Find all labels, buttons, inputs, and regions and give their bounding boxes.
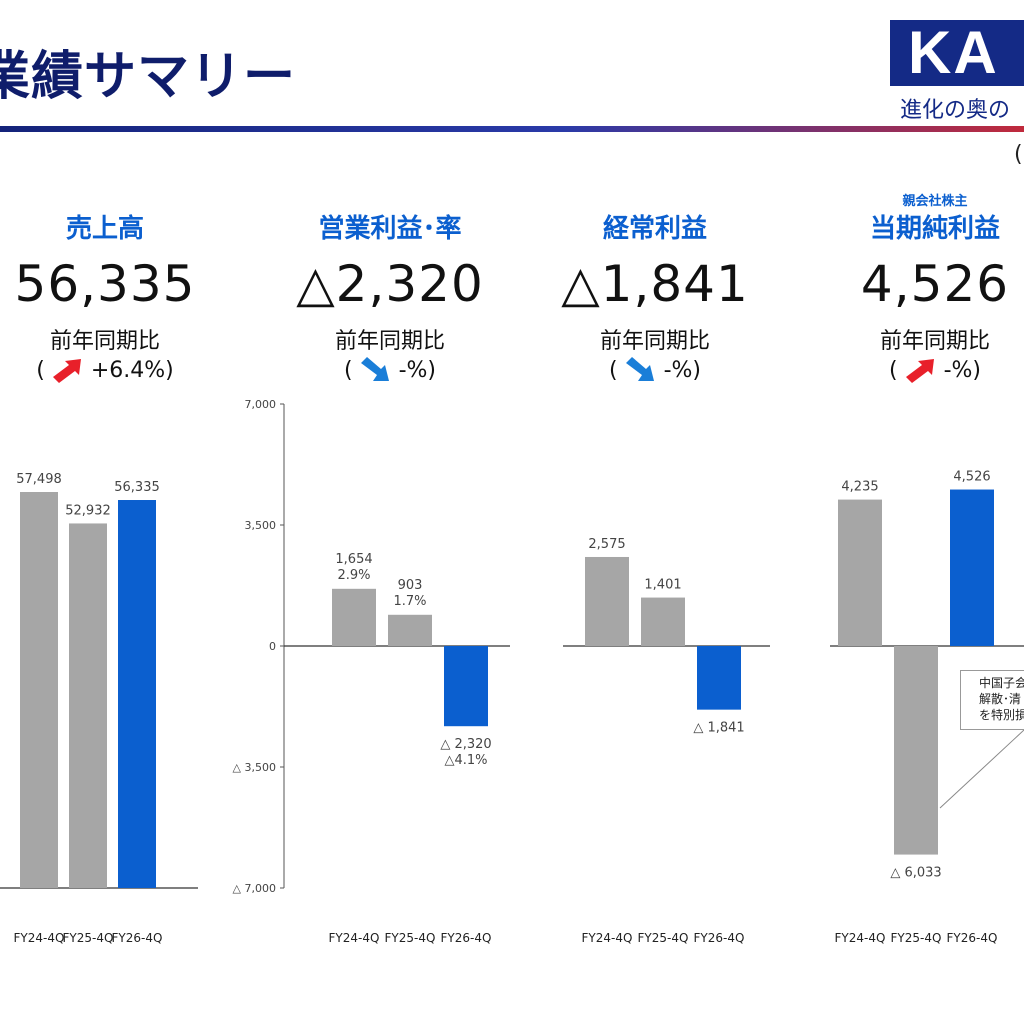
bar	[388, 614, 432, 646]
y-tick-label: 0	[269, 640, 276, 653]
kpi-value: 4,526	[860, 255, 1010, 313]
kpi-change-open: (	[36, 357, 45, 383]
y-tick-label: 3,500	[245, 519, 277, 532]
bar	[894, 646, 938, 855]
kpi-label: 当期純利益	[869, 214, 1000, 244]
up-arrow-icon	[52, 359, 81, 383]
kpi-value: △2,320	[296, 255, 484, 313]
x-tick-label: FY26-4Q	[441, 931, 492, 945]
bar	[118, 500, 156, 888]
annotation-line: 中国子会	[979, 676, 1024, 690]
data-label: 1,401	[644, 578, 681, 593]
kpi-label: 売上高	[65, 214, 144, 244]
x-tick-label: FY25-4Q	[638, 931, 689, 945]
data-label: 57,498	[16, 472, 62, 487]
kpi-ordinary-profit: 経常利益 △1,841 前年同期比 ( -%)	[505, 190, 805, 383]
annotation-line: 解散･清	[979, 692, 1022, 706]
x-tick-label: FY26-4Q	[112, 931, 163, 945]
company-logo: KA	[890, 20, 1024, 86]
data-label: 1,654	[335, 552, 372, 567]
kpi-value: △1,841	[561, 255, 749, 313]
x-tick-label: FY24-4Q	[582, 931, 633, 945]
bar	[20, 492, 58, 888]
page-title: 業績サマリー	[0, 47, 297, 107]
kpi-compare: 前年同期比	[49, 329, 160, 354]
kpi-change: ( -%)	[785, 357, 1024, 383]
kpi-change: ( -%)	[505, 357, 805, 383]
bar	[444, 646, 488, 727]
x-tick-label: FY24-4Q	[329, 931, 380, 945]
kpi-sub: 親会社株主	[902, 194, 968, 209]
x-tick-label: FY25-4Q	[891, 931, 942, 945]
kpi-net-income: 親会社株主 当期純利益 4,526 前年同期比 ( -%)	[785, 190, 1024, 383]
x-tick-label: FY26-4Q	[947, 931, 998, 945]
kpi-change: ( +6.4%)	[0, 357, 255, 383]
bar	[332, 588, 376, 646]
bar	[585, 556, 629, 646]
data-label: 56,335	[114, 480, 160, 495]
kpi-change-open: (	[888, 357, 898, 383]
data-label: △ 2,320	[440, 737, 491, 752]
y-tick-label: △ 3,500	[233, 761, 276, 774]
kpi-sub	[505, 190, 805, 206]
x-tick-label: FY25-4Q	[385, 931, 436, 945]
kpi-label: 営業利益･率	[318, 214, 462, 244]
bar	[641, 597, 685, 646]
bar-charts: 7,000 3,500 0 △ 3,500 △ 7,000 57,498 FY24-4Q 52…	[0, 398, 1024, 945]
data-label: △ 1,841	[693, 721, 744, 736]
y-tick-label: △ 7,000	[233, 882, 276, 895]
kpi-change-value: -%)	[663, 357, 702, 383]
bar	[838, 499, 882, 646]
bar	[697, 646, 741, 710]
annotation-line: を特別損	[979, 708, 1024, 722]
data-label: △ 6,033	[890, 866, 941, 881]
kpi-change-value: -%)	[398, 357, 437, 383]
data-label: 903	[398, 578, 423, 593]
annotation-leader	[939, 729, 1024, 809]
down-arrow-icon	[625, 357, 654, 381]
x-tick-label: FY24-4Q	[835, 931, 886, 945]
data-label: 4,526	[953, 470, 990, 485]
kpi-change: ( -%)	[240, 357, 540, 383]
kpi-change-value: -%)	[943, 357, 982, 383]
bar	[69, 523, 107, 888]
kpi-label: 経常利益	[602, 214, 707, 244]
bar	[950, 489, 994, 646]
kpi-compare: 前年同期比	[334, 329, 445, 354]
x-tick-label: FY26-4Q	[694, 931, 745, 945]
annotation-note: 中国子会 解散･清 を特別損	[960, 670, 1024, 730]
data-sublabel: 1.7%	[393, 594, 426, 609]
kpi-change-value: +6.4%)	[90, 357, 174, 383]
kpi-operating-profit: 営業利益･率 △2,320 前年同期比 ( -%)	[240, 190, 540, 383]
kpi-value: 56,335	[14, 255, 196, 313]
kpi-sub	[0, 190, 255, 206]
data-sublabel: 2.9%	[337, 568, 370, 583]
company-slogan: 進化の奥の	[900, 98, 1011, 123]
y-tick-label: 7,000	[245, 398, 277, 411]
kpi-compare: 前年同期比	[599, 329, 710, 354]
down-arrow-icon	[360, 357, 389, 381]
kpi-sub	[240, 190, 540, 206]
kpi-sales: 売上高 56,335 前年同期比 ( +6.4%)	[0, 190, 255, 383]
kpi-change-open: (	[608, 357, 618, 383]
data-sublabel: △4.1%	[444, 753, 487, 768]
logo-text: KA	[908, 20, 999, 86]
kpi-change-open: (	[343, 357, 353, 383]
x-tick-label: FY25-4Q	[63, 931, 114, 945]
unit-note: (	[1014, 142, 1023, 167]
data-label: 4,235	[841, 480, 878, 495]
header-divider	[0, 126, 1024, 132]
data-label: 2,575	[588, 537, 625, 552]
up-arrow-icon	[905, 359, 934, 383]
data-label: 52,932	[65, 503, 111, 518]
x-tick-label: FY24-4Q	[14, 931, 65, 945]
kpi-compare: 前年同期比	[879, 329, 990, 354]
